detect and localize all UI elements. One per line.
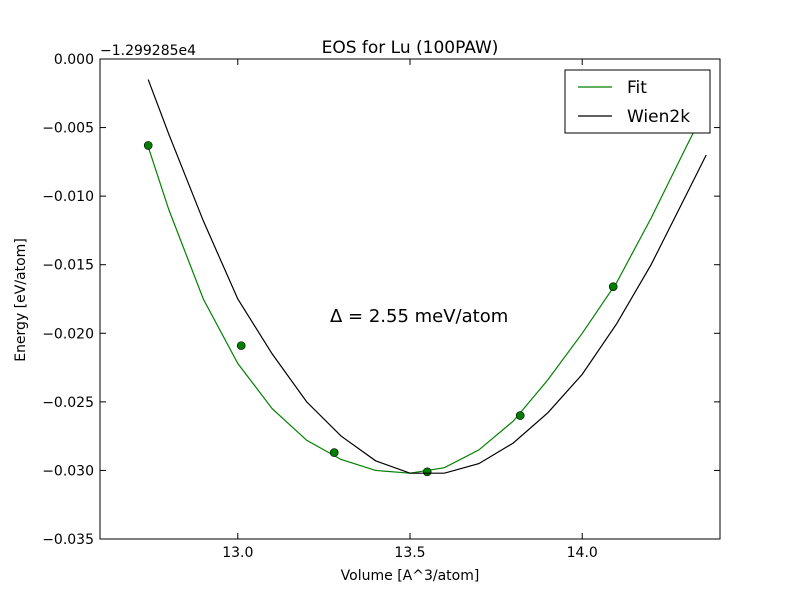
x-tick-label: 13.0: [222, 545, 253, 561]
data-point: [329, 448, 339, 457]
y-tick-label: −0.025: [42, 395, 94, 411]
y-tick-label: −0.015: [42, 258, 94, 274]
x-tick-label: 14.0: [567, 545, 598, 561]
legend-label-wien2k: Wien2k: [627, 107, 690, 127]
legend-box: [564, 69, 711, 134]
series-line-wien2k: [147, 79, 707, 474]
y-tick-label: 0.000: [54, 52, 94, 68]
data-point: [608, 282, 618, 291]
legend: Fit Wien2k: [564, 69, 711, 134]
chart-title: EOS for Lu (100PAW): [322, 38, 499, 58]
y-tick-label: −0.020: [42, 326, 94, 342]
delta-annotation: Δ = 2.55 meV/atom: [330, 306, 508, 327]
y-axis-label: Energy [eV/atom]: [13, 238, 29, 362]
data-point: [236, 341, 246, 350]
y-offset-label: −1.299285e4: [100, 43, 196, 59]
data-point: [422, 467, 432, 477]
x-tick-label: 13.5: [394, 545, 425, 561]
y-tick-label: −0.035: [42, 532, 94, 548]
x-axis-label: Volume [A^3/atom]: [341, 568, 480, 584]
data-point: [515, 411, 525, 420]
data-point: [143, 141, 153, 150]
y-tick-label: −0.005: [42, 121, 94, 137]
plot-area: 13.0 13.5 14.0 0.000 −0.005 −0.010 −0.015 −0.02…: [42, 52, 721, 561]
legend-label-fit: Fit: [627, 78, 647, 98]
y-tick-label: −0.010: [42, 189, 94, 205]
y-tick-label: −0.030: [42, 463, 94, 479]
